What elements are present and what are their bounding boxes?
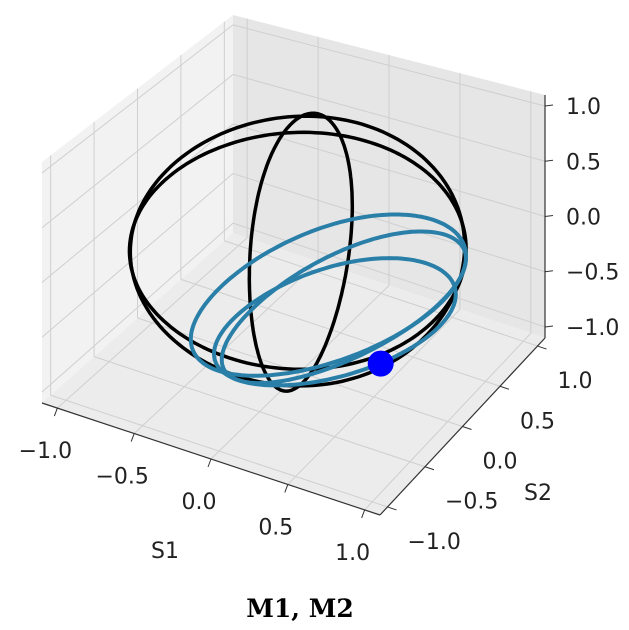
x-tick-mark — [130, 433, 135, 442]
z-tick-label: 0.0 — [566, 206, 601, 231]
current-state-marker — [367, 350, 394, 377]
grid-line — [224, 240, 538, 347]
x-tick-label: −0.5 — [95, 465, 148, 490]
z-tick-mark — [544, 215, 554, 217]
z-tick-mark — [544, 159, 554, 162]
x-tick-label: 1.0 — [335, 541, 370, 566]
grid-line — [287, 309, 461, 485]
y-tick-mark — [462, 426, 472, 430]
grid-line — [180, 278, 501, 387]
x-tick-mark — [207, 458, 212, 468]
x-tick-label: 0.0 — [182, 490, 217, 515]
grid-line — [232, 123, 546, 217]
y-tick-label: −1.0 — [408, 530, 461, 555]
figure-caption: M1, M2 — [246, 594, 354, 623]
y-tick-label: 0.0 — [483, 450, 518, 475]
z-tick-label: −1.0 — [566, 316, 619, 341]
m2-trajectory-loop — [219, 229, 468, 386]
x-tick-mark — [284, 484, 289, 493]
x-tick-label: −1.0 — [19, 439, 72, 464]
grid-line — [232, 24, 546, 107]
y-tick-mark — [499, 385, 510, 390]
x-axis-label: S1 — [151, 539, 179, 564]
x-tick-label: 0.5 — [258, 515, 293, 540]
z-tick-label: −0.5 — [566, 261, 619, 286]
m1-trajectory-loop — [247, 111, 355, 393]
axes-panes — [42, 15, 545, 515]
z-tick-label: 0.5 — [566, 150, 601, 175]
grid-line — [41, 74, 234, 229]
y-tick-mark — [387, 506, 397, 511]
plot-series — [127, 111, 468, 393]
y-tick-mark — [537, 345, 547, 350]
grid-line — [364, 332, 532, 511]
z-tick-mark — [544, 270, 554, 273]
y-tick-label: 0.5 — [520, 409, 555, 434]
y-tick-label: −0.5 — [445, 490, 498, 515]
grid-line — [41, 24, 234, 174]
z-tick-label: 1.0 — [566, 95, 601, 120]
tick-labels: −1.0−1.0−1.0−0.5−0.5−0.50.00.00.00.50.50… — [19, 95, 620, 566]
x-tick-mark — [361, 509, 366, 519]
z-tick-mark — [544, 104, 554, 107]
z-tick-mark — [544, 325, 554, 328]
y-axis-label: S2 — [524, 481, 552, 506]
grid-line — [41, 123, 234, 283]
y-tick-mark — [424, 466, 435, 471]
y-tick-label: 1.0 — [558, 369, 593, 394]
x-tick-mark — [53, 407, 58, 417]
grid-line — [232, 73, 546, 162]
